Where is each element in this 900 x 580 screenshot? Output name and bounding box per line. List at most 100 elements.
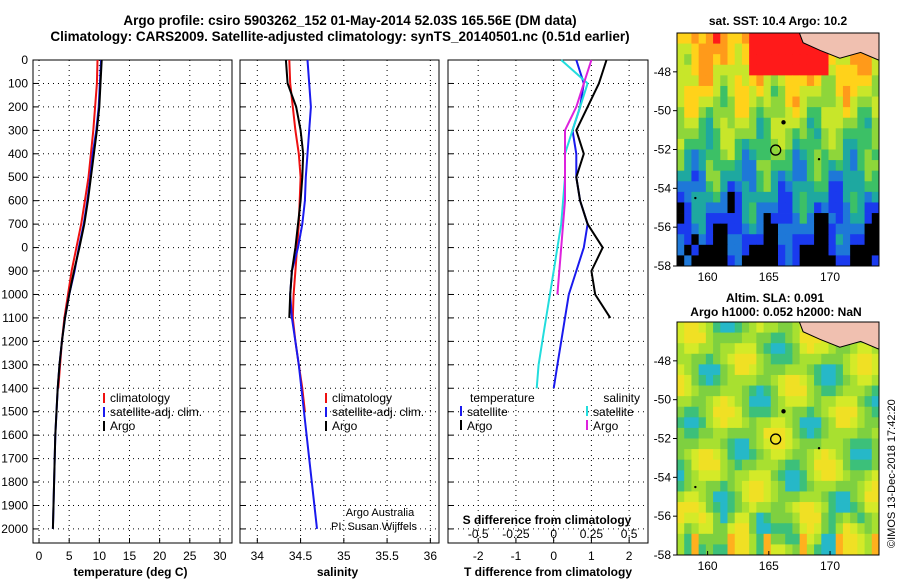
map-cell <box>864 128 873 140</box>
map-cell <box>828 427 837 439</box>
map-cell <box>871 85 880 97</box>
map-cell <box>785 75 793 87</box>
map-cell <box>806 427 815 439</box>
map-cell <box>749 128 757 140</box>
map-cell <box>713 138 721 150</box>
map-cell <box>799 191 808 203</box>
map-cell <box>778 234 786 246</box>
map-cell <box>741 96 750 108</box>
annotation-text: PI: Susan Wijffels <box>331 521 417 533</box>
map-cell <box>727 523 736 535</box>
map-cell <box>763 332 772 344</box>
map-cell <box>691 213 700 225</box>
map-cell <box>713 343 721 355</box>
map-cell <box>806 332 815 344</box>
map-cell <box>749 396 757 408</box>
map-cell <box>713 107 721 119</box>
map-cell <box>713 438 721 450</box>
map-cell <box>698 43 707 55</box>
map-cell <box>842 213 851 225</box>
map-cell <box>814 480 822 492</box>
map-cell <box>871 107 880 119</box>
map-cell <box>741 213 750 225</box>
map-cell <box>806 181 815 193</box>
map-cell <box>698 449 707 461</box>
map-cell <box>705 353 714 365</box>
map-cell <box>814 107 822 119</box>
map-cell <box>677 502 685 514</box>
map-cell <box>684 470 692 482</box>
map-cell <box>785 459 793 471</box>
map-cell <box>705 107 714 119</box>
map-cell <box>850 202 858 214</box>
map-cell <box>677 160 685 172</box>
map-heatmap-cells <box>677 33 880 267</box>
map-cell <box>734 343 743 355</box>
map-cell <box>684 117 692 129</box>
map-cell <box>792 406 801 418</box>
map-cell <box>749 138 757 150</box>
map-cell <box>684 502 692 514</box>
map-cell <box>720 107 728 119</box>
y-tick-label: 1700 <box>1 452 28 466</box>
map-cell <box>677 396 685 408</box>
map-cell <box>864 255 873 267</box>
map-cell <box>691 502 700 514</box>
map-cell <box>857 459 865 471</box>
map-cell <box>835 353 844 365</box>
map-cell <box>684 244 692 256</box>
map-cell <box>713 385 721 397</box>
map-cell <box>799 459 808 471</box>
map-cell <box>785 544 793 556</box>
map-cell <box>871 533 880 545</box>
map-cell <box>727 96 736 108</box>
map-cell <box>705 149 714 161</box>
map-cell <box>698 223 707 235</box>
map-cell <box>792 138 801 150</box>
map-cell <box>727 480 736 492</box>
map-cell <box>720 191 728 203</box>
map-cell <box>792 374 801 386</box>
map-cell <box>842 181 851 193</box>
map-cell <box>814 459 822 471</box>
map-cell <box>871 170 880 182</box>
map-cell <box>698 128 707 140</box>
x-tick-label: -1 <box>511 549 522 563</box>
map-cell <box>741 427 750 439</box>
map-cell <box>864 385 873 397</box>
map-cell <box>842 427 851 439</box>
map-cell <box>806 85 815 97</box>
map-cell <box>814 54 822 66</box>
map-cell <box>850 417 858 429</box>
map-cell <box>741 385 750 397</box>
map-cell <box>857 160 865 172</box>
map-cell <box>835 213 844 225</box>
map-cell <box>871 202 880 214</box>
map-y-tick-label: -54 <box>654 181 672 195</box>
map-cell <box>871 459 880 471</box>
map-cell <box>792 181 801 193</box>
map-cell <box>799 417 808 429</box>
map-cell <box>850 64 858 76</box>
map-cell <box>727 170 736 182</box>
map-cell <box>842 523 851 535</box>
map-cell <box>684 33 692 44</box>
map-cell <box>799 128 808 140</box>
map-cell <box>828 202 837 214</box>
map-cell <box>864 544 873 556</box>
map-cell <box>778 64 786 76</box>
map-cell <box>677 244 685 256</box>
map-cell <box>698 417 707 429</box>
map-cell <box>821 438 829 450</box>
map-cell <box>741 128 750 140</box>
map-cell <box>864 213 873 225</box>
map-cell <box>778 374 786 386</box>
map-cell <box>734 322 743 333</box>
map-cell <box>698 512 707 524</box>
map-cell <box>770 502 779 514</box>
map-cell <box>727 64 736 76</box>
map-cell <box>756 438 764 450</box>
map-cell <box>785 533 793 545</box>
map-cell <box>756 96 764 108</box>
map-cell <box>677 523 685 535</box>
